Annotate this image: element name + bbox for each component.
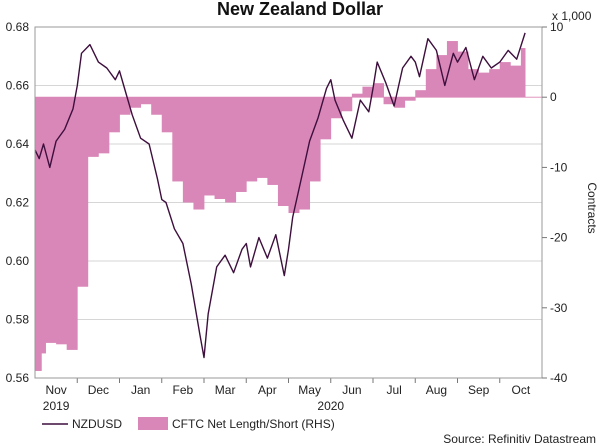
left-tick-label: 0.68 — [6, 20, 30, 34]
cftc-bar — [457, 51, 469, 98]
cftc-bar — [151, 97, 163, 115]
cftc-area-series — [35, 41, 542, 371]
cftc-bar — [45, 97, 57, 343]
cftc-bar — [130, 97, 142, 108]
cftc-bar — [256, 97, 268, 178]
left-tick-label: 0.58 — [6, 313, 30, 327]
cftc-bar — [478, 72, 490, 98]
cftc-bar — [330, 97, 342, 119]
x-year-label: 2020 — [317, 399, 344, 413]
x-tick-label: May — [298, 383, 321, 397]
cftc-bar — [87, 97, 99, 157]
x-tick-label: Dec — [88, 383, 109, 397]
chart-title: New Zealand Dollar — [217, 0, 383, 19]
x-tick-label: Sep — [468, 383, 490, 397]
right-axis-ticks: 10 0 -10 -20 -30 -40 — [542, 20, 568, 385]
cftc-bar — [520, 48, 526, 98]
cftc-bar — [66, 97, 78, 350]
left-tick-label: 0.64 — [6, 137, 30, 151]
cftc-bar — [404, 97, 416, 101]
nzdusd-line — [34, 32, 526, 359]
x-tick-label: Jan — [131, 383, 150, 397]
right-axis-label: Contracts — [585, 182, 599, 233]
x-tick-label: Mar — [215, 383, 236, 397]
legend-area-swatch — [138, 417, 168, 430]
cftc-bar — [309, 97, 321, 182]
x-tick-label: Jul — [386, 383, 401, 397]
cftc-bar — [235, 97, 247, 192]
cftc-bar — [394, 97, 406, 108]
cftc-bar — [108, 97, 120, 133]
cftc-bar — [351, 93, 363, 98]
cftc-bar — [77, 97, 89, 287]
cftc-bar — [225, 97, 237, 203]
cftc-bar — [383, 97, 395, 105]
left-tick-label: 0.60 — [6, 254, 30, 268]
left-axis-ticks: 0.56 0.58 0.60 0.62 0.64 0.66 0.68 — [6, 20, 30, 385]
nzdusd-line-series — [34, 32, 526, 359]
cftc-bar — [172, 97, 184, 182]
right-tick-label: -40 — [550, 371, 568, 385]
cftc-bar — [425, 69, 437, 98]
cftc-bar — [193, 97, 205, 210]
legend-label-cftc: CFTC Net Length/Short (RHS) — [172, 417, 335, 431]
cftc-bar — [98, 97, 110, 154]
cftc-bar — [267, 97, 279, 185]
cftc-bar — [119, 97, 131, 115]
cftc-bar — [35, 97, 42, 371]
right-axis-multiplier: x 1,000 — [552, 9, 592, 23]
cftc-bar — [288, 97, 300, 214]
cftc-bar — [56, 97, 68, 345]
cftc-bar — [182, 97, 194, 203]
x-tick-label: Aug — [426, 383, 447, 397]
x-tick-label: Oct — [512, 383, 531, 397]
legend: NZDUSD CFTC Net Length/Short (RHS) — [42, 417, 335, 431]
plot-frame — [34, 26, 543, 379]
cftc-bar — [499, 62, 511, 98]
cftc-bar — [341, 97, 353, 112]
cftc-bar — [415, 90, 427, 98]
left-tick-label: 0.66 — [6, 79, 30, 93]
right-tick-label: -10 — [550, 160, 568, 174]
x-tick-label: Jun — [342, 383, 361, 397]
cftc-bar — [373, 83, 384, 98]
x-tick-label: Nov — [45, 383, 66, 397]
cftc-bar — [489, 69, 501, 98]
cftc-bar — [446, 41, 458, 98]
cftc-bar — [41, 97, 46, 354]
left-tick-label: 0.56 — [6, 371, 30, 385]
x-axis-ticks: Nov Dec Jan Feb Mar Apr May Jun Jul Aug Sep Oct 2019… — [43, 383, 531, 413]
x-year-label: 2019 — [43, 399, 70, 413]
cftc-bar — [214, 97, 226, 199]
cftc-bar — [246, 97, 258, 182]
x-tick-label: Apr — [258, 383, 277, 397]
legend-label-nzdusd: NZDUSD — [72, 417, 122, 431]
left-tick-label: 0.62 — [6, 196, 30, 210]
cftc-bar — [161, 97, 173, 133]
cftc-bar — [468, 69, 480, 98]
cftc-bar — [320, 97, 332, 140]
cftc-bar — [204, 97, 215, 196]
cftc-bar — [140, 97, 152, 105]
x-tick-label: Feb — [173, 383, 194, 397]
right-tick-label: -30 — [550, 301, 568, 315]
source-note: Source: Refinitiv Datastream — [443, 432, 596, 446]
right-tick-label: -20 — [550, 231, 568, 245]
cftc-bar — [510, 65, 522, 98]
right-tick-label: 0 — [550, 90, 557, 104]
cftc-bar — [299, 97, 311, 210]
cftc-bar — [277, 97, 289, 207]
right-tick-label: 10 — [550, 20, 564, 34]
cftc-bar — [362, 86, 374, 98]
